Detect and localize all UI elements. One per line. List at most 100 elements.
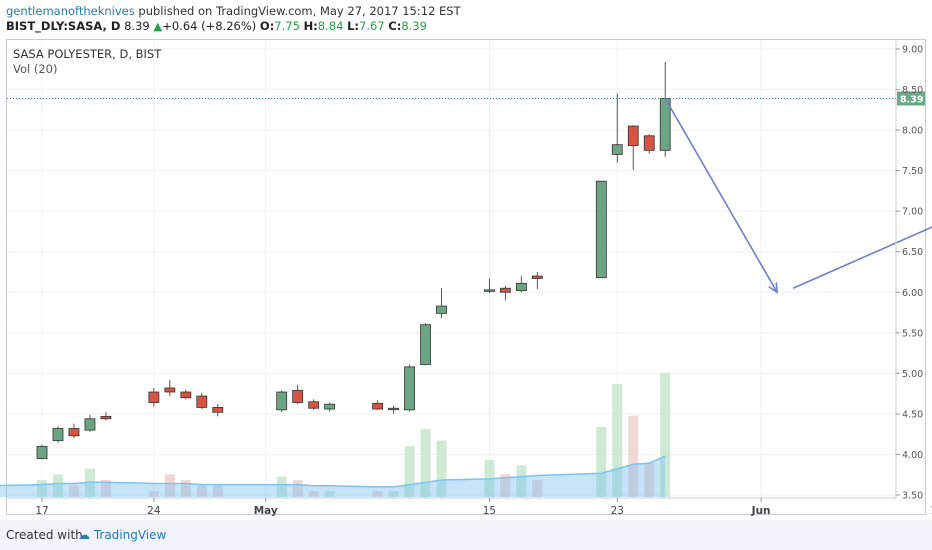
volume-bar: [500, 474, 511, 497]
price-tick-label: 5.00: [902, 369, 923, 380]
arrow-head-icon: [768, 282, 778, 294]
tradingview-logo[interactable]: ☁ TradingView: [78, 528, 166, 542]
candle-body: [500, 287, 511, 293]
volume-indicator-label[interactable]: Vol (20): [13, 62, 57, 76]
candle-body: [36, 445, 48, 459]
volume-bar: [164, 474, 175, 497]
candle-body: [659, 98, 671, 151]
volume-bar: [372, 491, 383, 497]
candle-body: [516, 282, 527, 292]
high-value: 8.84: [317, 19, 344, 33]
volume-bar: [212, 485, 223, 497]
volume-bar: [436, 440, 447, 497]
price-chart[interactable]: 8.39 9.00 8.50 8.00 7.50 7.00 6.50 6.00 5.50 5.0…: [0, 0, 932, 520]
volume-bar: [612, 384, 623, 497]
price-axis: 9.00 8.50 8.00 7.50 7.00 6.50 6.00 5.50 5.00 4.50…: [895, 40, 923, 502]
annotation-arrows: [664, 98, 932, 294]
last-price-badge: [897, 91, 925, 106]
time-tick-label: Jun: [751, 505, 771, 517]
candle-body: [212, 407, 224, 413]
volume-bar: [516, 465, 527, 497]
price-tick-label: 8.50: [902, 85, 923, 96]
candle-body: [84, 418, 96, 431]
candle-body: [52, 428, 64, 442]
low-label: L:: [347, 19, 359, 33]
candle-body: [595, 180, 607, 279]
candles: [36, 61, 671, 460]
published-text: published on TradingView.com, May 27, 20…: [134, 4, 461, 18]
price-tick-label: 4.50: [902, 409, 923, 420]
volume-bar: [628, 415, 639, 497]
volume-ma-area: [0, 456, 666, 497]
candle-body: [627, 125, 639, 146]
trend-arrow-line: [664, 98, 778, 293]
price-tick-label: 3.50: [902, 491, 923, 502]
up-arrow-icon: ▲: [153, 19, 163, 33]
candle-body: [180, 391, 192, 399]
price-tick-label: 6.00: [902, 288, 923, 299]
price-tick-label: 7.50: [902, 166, 923, 177]
volume-bar: [660, 372, 671, 497]
volume-bar: [292, 480, 303, 497]
chart-frame: [6, 39, 926, 515]
cloud-icon: ☁: [78, 528, 90, 542]
time-tick-label: 17: [35, 505, 48, 517]
author-link[interactable]: gentlemanoftheknives: [6, 4, 135, 18]
candle-body: [611, 144, 623, 155]
candle-body: [292, 389, 304, 403]
price-tick-label: 4.00: [902, 450, 923, 461]
candle-body: [100, 415, 112, 420]
price-tick-label: 8.00: [902, 126, 923, 137]
volume-bar: [596, 426, 607, 497]
volume-bar: [388, 491, 399, 497]
candle-body: [404, 366, 415, 411]
close-value: 8.39: [401, 19, 427, 33]
volume-bar: [644, 463, 655, 497]
pane-title: SASA POLYESTER, D, BIST: [13, 47, 162, 61]
time-tick-label: 15: [483, 505, 496, 517]
volume-bar: [404, 446, 415, 497]
price-tick-label: 9.00: [902, 45, 923, 56]
grid-lines: [7, 40, 896, 498]
volume-bar: [308, 491, 319, 497]
time-tick-label: May: [254, 505, 278, 517]
price-tick-label: 7.00: [902, 207, 923, 218]
last-price-badge-label: 8.39: [900, 94, 923, 105]
candle-body: [388, 407, 399, 411]
candle-body: [308, 401, 320, 409]
candle-body: [643, 135, 655, 151]
volume-bar: [196, 485, 207, 497]
candle-body: [484, 289, 495, 292]
candle-body: [196, 395, 208, 408]
created-with-text: Created with: [6, 528, 83, 542]
volume-bar: [532, 480, 543, 497]
volume-ma-line: [0, 455, 666, 488]
last-price: 8.39: [124, 19, 150, 33]
candle-body: [436, 305, 447, 314]
price-change: +0.64 (+8.26%): [162, 19, 257, 33]
time-tick-label: 12: [930, 505, 932, 517]
brand-label: TradingView: [93, 528, 167, 542]
volume-bar: [180, 480, 191, 497]
close-label: C:: [388, 19, 402, 33]
price-tick-label: 6.50: [902, 247, 923, 258]
volume-ma: [0, 455, 666, 497]
low-value: 7.67: [359, 19, 385, 33]
candle-body: [372, 402, 383, 410]
volume-bar: [68, 485, 79, 497]
time-tick-label: 23: [611, 505, 624, 517]
candle-body: [324, 403, 336, 410]
last-price-line: 8.39: [7, 91, 925, 106]
candle-body: [276, 391, 288, 411]
candle-body: [164, 387, 176, 393]
volume-bar: [276, 476, 287, 497]
price-tick-label: 5.50: [902, 328, 923, 339]
volume-bar: [37, 480, 47, 497]
high-label: H:: [303, 19, 318, 33]
trend-arrow-line: [792, 226, 932, 289]
candle-body: [148, 391, 160, 403]
candle-body: [68, 428, 80, 437]
time-axis: 1724May1523Jun121926Ju: [7, 497, 932, 517]
publish-info: gentlemanoftheknives published on Tradin…: [6, 4, 461, 18]
symbol-label: BIST_DLY:SASA, D: [6, 19, 121, 33]
